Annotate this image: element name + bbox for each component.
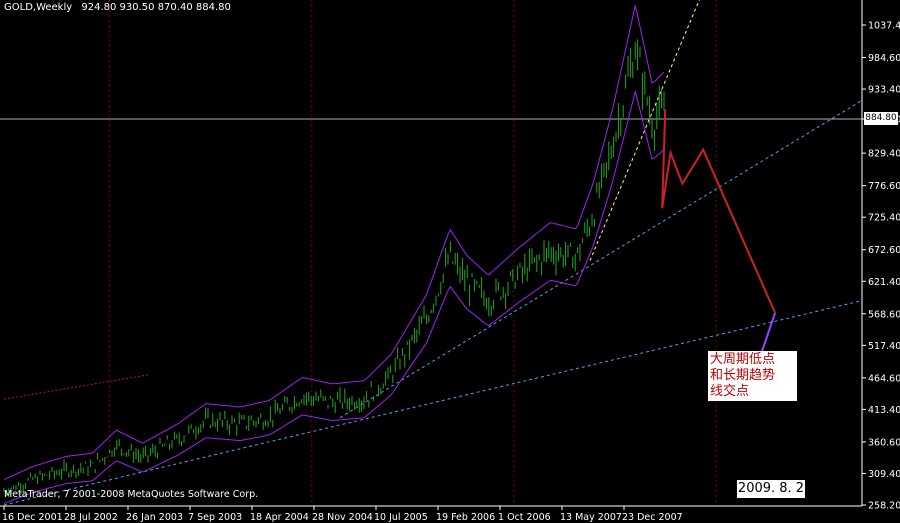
x-tick-label: 16 Dec 2001 bbox=[2, 512, 63, 523]
x-axis: 16 Dec 2001 28 Jul 2002 26 Jan 2003 7 Sep 2… bbox=[2, 506, 683, 523]
x-tick-label: 26 Jan 2003 bbox=[126, 512, 183, 523]
upper-band bbox=[3, 5, 665, 480]
x-tick-label: 7 Sep 2003 bbox=[188, 512, 242, 523]
x-tick-label: 18 Apr 2004 bbox=[250, 512, 309, 523]
annotation-line: 大周期低点 bbox=[710, 352, 776, 367]
annotation-line: 和长期趋势 bbox=[710, 368, 776, 383]
chart-header: GOLD,Weekly 924.80 930.50 870.40 884.80 bbox=[4, 2, 237, 13]
old-trendline bbox=[3, 374, 151, 400]
x-tick-label: 10 Jul 2005 bbox=[374, 512, 428, 523]
y-tick-label: 1037.40 bbox=[868, 21, 900, 32]
y-tick-label: 776.60 bbox=[868, 181, 900, 192]
y-tick-label: 829.40 bbox=[868, 149, 900, 160]
y-tick-label: 725.40 bbox=[868, 213, 900, 224]
trendlines bbox=[0, 0, 863, 506]
annotation-line: 线交点 bbox=[710, 384, 750, 399]
ohlc-values: 924.80 930.50 870.40 884.80 bbox=[81, 2, 231, 13]
current-price-tag: 884.80 bbox=[864, 112, 898, 125]
symbol-label: GOLD,Weekly bbox=[4, 2, 73, 13]
x-tick-label: 28 Jul 2002 bbox=[64, 512, 118, 523]
forecast-path bbox=[661, 109, 777, 314]
y-tick-label: 568.60 bbox=[868, 309, 900, 320]
y-tick-label: 517.40 bbox=[868, 341, 900, 352]
date-box: 2009. 8. 2 bbox=[737, 480, 805, 498]
y-tick-label: 464.60 bbox=[868, 373, 900, 384]
y-tick-label: 258.20 bbox=[868, 501, 900, 512]
y-tick-label: 933.40 bbox=[868, 85, 900, 96]
y-tick-label: 413.40 bbox=[868, 405, 900, 416]
lower-band bbox=[3, 89, 665, 505]
y-tick-label: 984.60 bbox=[868, 53, 900, 64]
short-term-trendline bbox=[589, 0, 700, 261]
price-candles bbox=[3, 39, 665, 498]
annotation-box: 大周期低点 和长期趋势 线交点 bbox=[708, 351, 797, 401]
y-tick-label: 621.40 bbox=[868, 277, 900, 288]
x-tick-label: 19 Feb 2006 bbox=[436, 512, 495, 523]
y-tick-label: 309.40 bbox=[868, 469, 900, 480]
x-tick-label: 23 Dec 2007 bbox=[622, 512, 683, 523]
x-tick-label: 13 May 2007 bbox=[560, 512, 622, 523]
envelope-bands bbox=[3, 5, 665, 505]
copyright-label: MetaTrader, 7 2001-2008 MetaQuotes Softw… bbox=[4, 489, 259, 500]
x-tick-label: 28 Nov 2004 bbox=[312, 512, 373, 523]
x-tick-label: 1 Oct 2006 bbox=[498, 512, 551, 523]
period-separators bbox=[108, 0, 717, 506]
y-tick-label: 360.60 bbox=[868, 437, 900, 448]
y-tick-label: 672.60 bbox=[868, 245, 900, 256]
